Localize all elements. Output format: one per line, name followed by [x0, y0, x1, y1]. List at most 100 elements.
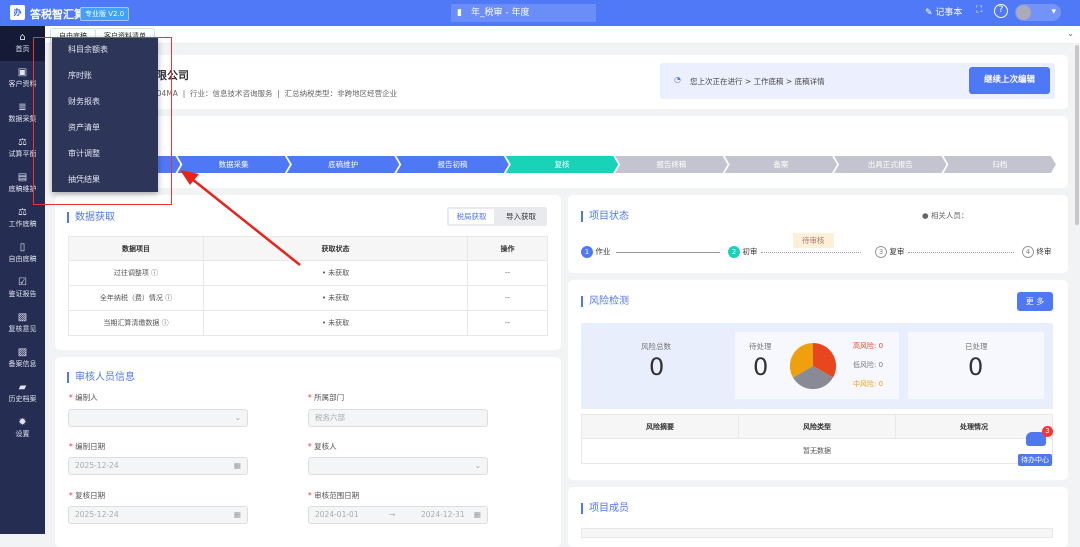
dropdown-item[interactable]: 审计调整 — [68, 149, 100, 158]
scrollbar[interactable] — [1075, 45, 1079, 225]
reviewer-label: * 复核人 — [308, 442, 337, 451]
file-icon: ▤ — [17, 172, 28, 183]
dept-label: * 所属部门 — [308, 393, 345, 402]
dropdown-item[interactable]: 资产清单 — [68, 123, 100, 132]
robot-icon — [1026, 432, 1046, 446]
tax-fetch-button[interactable]: 税局获取 — [449, 209, 494, 224]
progress-step[interactable]: 报告终稿 — [615, 156, 727, 173]
reviewer-select[interactable]: ⌄ — [308, 457, 488, 475]
risk-card: 风险检测 更 多 风险总数 0 待处理 0 高风险: 0 低风险: 0 中风险:… — [568, 280, 1068, 480]
review-date-input[interactable]: 2025-12-24 ▦ — [68, 506, 248, 524]
dropdown-item[interactable]: 财务报表 — [68, 97, 100, 106]
clock-icon: ◔ — [674, 75, 681, 84]
dept-input[interactable]: 税务六部 — [308, 409, 488, 427]
review-icon: ▧ — [17, 312, 28, 323]
sidebar: ⌂ 首页 ▣ 客户资料 ≣ 数据采集 ⚖ 试算平衡 ▤ 底稿维护 ⚖ 工作底稿 ▯ 自由底稿 ☑ 鉴证报告 ▧ 复… — [0, 26, 45, 534]
calendar-icon: ▦ — [233, 510, 241, 519]
section-title: 项目状态 — [581, 211, 629, 222]
reviewer-card: 审核人员信息 * 编制人 ⌄ * 所属部门 税务六部 * 编制日期 2025-1… — [55, 357, 561, 547]
risk-pie-chart — [789, 342, 837, 390]
sidebar-item-label: 设置 — [15, 430, 30, 438]
sidebar-item[interactable]: ⌂ 首页 — [0, 26, 45, 61]
sidebar-item-label: 数据采集 — [8, 115, 37, 123]
sidebar-item-label: 工作底稿 — [8, 220, 37, 228]
annotation-highlight-box — [33, 37, 172, 205]
folder-icon: ▰ — [18, 382, 27, 393]
sidebar-item[interactable]: ☑ 鉴证报告 — [0, 271, 45, 306]
chevron-down-icon: ⌄ — [474, 461, 481, 470]
sidebar-item[interactable]: ▨ 备案信息 — [0, 341, 45, 376]
progress-card — [55, 116, 1068, 188]
table-row: 当期汇算清缴数据 ⓘ • 未获取 -- — [68, 310, 548, 336]
sidebar-item-label: 历史档案 — [8, 395, 37, 403]
empty-message: 暂无数据 — [581, 438, 1053, 464]
review-date-label: * 复核日期 — [69, 491, 106, 500]
dropdown-item[interactable]: 科目余额表 — [68, 45, 108, 54]
step-number: 2 — [728, 246, 740, 258]
import-fetch-button[interactable]: 导入获取 — [506, 212, 536, 221]
prep-date-label: * 编制日期 — [69, 442, 106, 451]
data-collection-dropdown: 科目余额表序时账财务报表资产清单审计调整抽凭结果 — [52, 37, 158, 192]
status-node: 1 作业 — [581, 246, 610, 258]
progress-step[interactable]: 备案 — [725, 156, 837, 173]
sidebar-item[interactable]: ✹ 设置 — [0, 411, 45, 446]
pending-review-badge: 待审核 — [793, 233, 834, 248]
scale-icon: ⚖ — [18, 207, 27, 218]
sidebar-item[interactable]: ▤ 底稿维护 — [0, 166, 45, 201]
sidebar-item-label: 首页 — [15, 45, 30, 53]
section-title: 项目成员 — [581, 503, 629, 514]
sidebar-item[interactable]: ▣ 客户资料 — [0, 61, 45, 96]
fullscreen-icon[interactable]: ⛶ — [976, 5, 983, 15]
dropdown-item[interactable]: 序时账 — [68, 71, 92, 80]
check-icon: ☑ — [18, 277, 27, 288]
progress-step[interactable]: 复核 — [506, 156, 618, 173]
table-row: 全年纳税（费）情况 ⓘ • 未获取 -- — [68, 285, 548, 311]
user-icon: ● — [922, 211, 929, 220]
risk-total-label: 风险总数 — [641, 342, 671, 351]
pending-value: 0 — [753, 353, 769, 381]
sidebar-item[interactable]: ≣ 数据采集 — [0, 96, 45, 131]
low-risk-count: 低风险: 0 — [853, 361, 884, 369]
sidebar-item-label: 底稿维护 — [8, 185, 37, 193]
company-info: 304MA | 行业：信息技术咨询服务 | 汇总纳税类型：非跨地区经营企业 — [152, 89, 398, 98]
progress-step[interactable]: 出具正式报告 — [834, 156, 946, 173]
progress-step[interactable]: 底稿维护 — [287, 156, 399, 173]
continue-edit-button[interactable]: 继续上次编辑 — [969, 67, 1050, 94]
data-fetch-table: 数据项目 获取状态 操作 过往调整项 ⓘ • 未获取 -- 全年纳税（费）情况 ⓘ • 未获… — [68, 236, 548, 336]
sidebar-item[interactable]: ▧ 复核意见 — [0, 306, 45, 341]
todo-center-button[interactable]: 3 待办中心 — [1018, 426, 1053, 466]
section-title: 审核人员信息 — [67, 372, 135, 383]
sidebar-item[interactable]: ▯ 自由底稿 — [0, 236, 45, 271]
processed-panel: 已处理 0 — [908, 332, 1044, 399]
notepad-button[interactable]: ✎ 记事本 — [925, 8, 963, 18]
sidebar-item-label: 备案信息 — [8, 360, 37, 368]
chevron-down-icon: ▾ — [1051, 7, 1056, 17]
document-title[interactable]: ▮ 年_税审 - 年度 — [451, 4, 596, 22]
chevron-down-icon[interactable]: ⌄ — [1067, 29, 1074, 38]
user-menu[interactable]: ▾ — [1015, 4, 1061, 21]
column-header: 风险摘要 — [581, 414, 739, 439]
progress-step[interactable]: 归档 — [944, 156, 1056, 173]
progress-step[interactable]: 报告初稿 — [396, 156, 508, 173]
dropdown-item[interactable]: 抽凭结果 — [68, 175, 100, 184]
prep-date-input[interactable]: 2025-12-24 ▦ — [68, 457, 248, 475]
pie-slice-mid — [789, 342, 813, 378]
sidebar-item[interactable]: ▰ 历史档案 — [0, 376, 45, 411]
preparer-select[interactable]: ⌄ — [68, 409, 248, 427]
sidebar-item[interactable]: ⚖ 试算平衡 — [0, 131, 45, 166]
fetch-toggle: 税局获取 导入获取 — [447, 207, 547, 226]
company-card: 有限公司 304MA | 行业：信息技术咨询服务 | 汇总纳税类型：非跨地区经营… — [55, 55, 1068, 109]
tab-client-list[interactable]: 客户资料清单 — [95, 28, 155, 44]
table-cell: 当期汇算清缴数据 ⓘ — [68, 310, 204, 336]
range-input[interactable]: 2024-01-01 → 2024-12-31 ▦ — [308, 506, 488, 524]
sidebar-item[interactable]: ⚖ 工作底稿 — [0, 201, 45, 236]
todo-label: 待办中心 — [1018, 454, 1052, 466]
book-icon: ▯ — [19, 242, 26, 253]
calendar-icon: ▦ — [233, 461, 241, 470]
progress-step[interactable]: 数据采集 — [177, 156, 289, 173]
more-button[interactable]: 更 多 — [1017, 292, 1053, 311]
step-number: 1 — [581, 246, 593, 258]
help-icon[interactable]: ? — [994, 4, 1008, 18]
database-icon: ≣ — [18, 102, 27, 113]
sidebar-item-label: 试算平衡 — [8, 150, 37, 158]
